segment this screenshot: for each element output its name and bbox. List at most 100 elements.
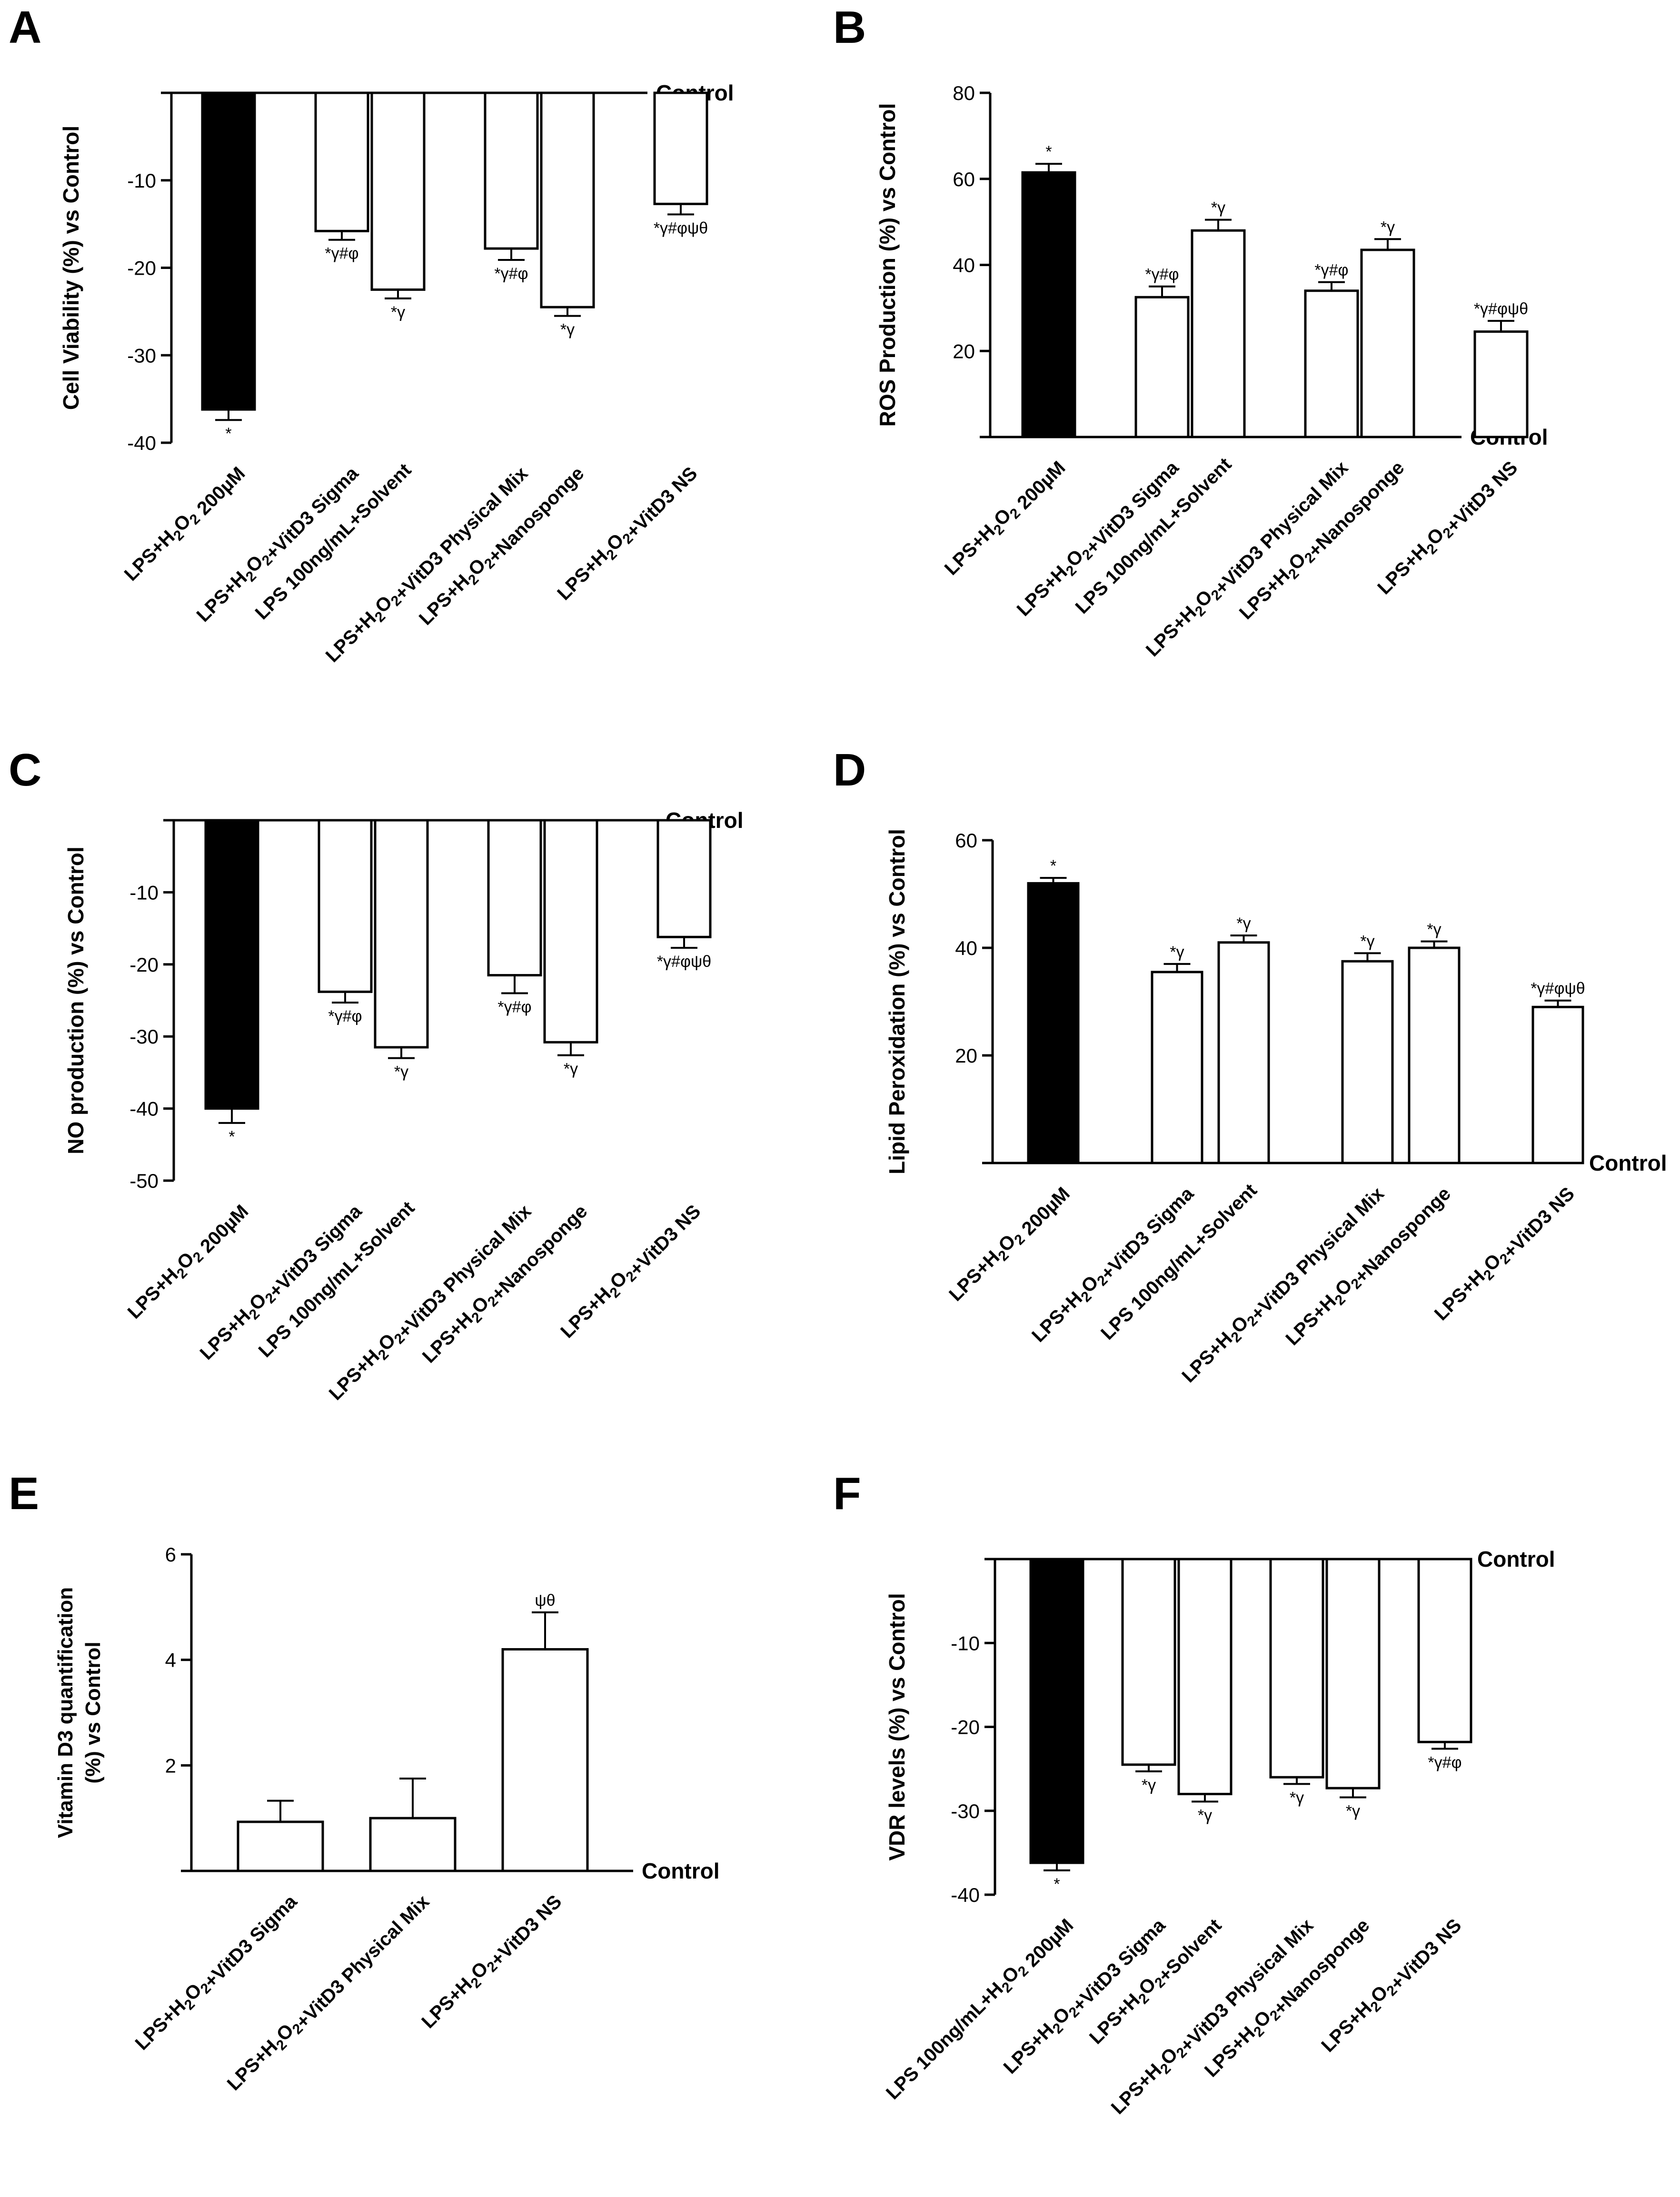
bar: [1325, 1558, 1381, 1789]
y-tick-label: -40: [951, 1884, 980, 1906]
significance-label: *γ: [1142, 1776, 1156, 1794]
y-tick-label: -30: [129, 1025, 159, 1048]
significance-label: *γ: [394, 1063, 408, 1081]
significance-label: *: [1045, 143, 1052, 161]
y-axis-label: Cell Viability (%) vs Control: [59, 126, 83, 410]
bar: [540, 91, 595, 308]
y-tick-label: -10: [951, 1632, 980, 1654]
bar: [653, 91, 708, 205]
panel-letter: F: [833, 1468, 861, 1519]
bar: [237, 1820, 324, 1872]
y-tick-label: 6: [165, 1543, 176, 1566]
bar: [1217, 941, 1270, 1164]
y-tick-label: 40: [953, 254, 975, 277]
significance-label: *: [1054, 1875, 1060, 1893]
y-tick-label: -20: [129, 954, 159, 976]
y-tick-label: -20: [127, 257, 156, 279]
bar: [1177, 1558, 1233, 1795]
y-tick-label: 20: [953, 340, 975, 362]
y-axis-label: VDR levels (%) vs Control: [885, 1593, 909, 1860]
y-tick-label: 4: [165, 1649, 176, 1671]
bar: [1408, 946, 1461, 1164]
y-tick-label: 40: [955, 937, 977, 959]
significance-label: *γ#φ: [1145, 266, 1179, 284]
significance-label: ψθ: [535, 1591, 555, 1610]
y-tick-label: -40: [129, 1098, 159, 1120]
bar: [1151, 971, 1203, 1164]
bar: [543, 819, 598, 1044]
y-tick-label: 20: [955, 1044, 977, 1067]
significance-label: *γ#φ: [1428, 1753, 1461, 1771]
bar: [1417, 1558, 1472, 1743]
y-tick-label: -30: [127, 344, 156, 367]
bar: [484, 91, 539, 250]
y-tick-label: 2: [165, 1754, 176, 1777]
significance-label: *γ#φ: [497, 998, 531, 1016]
significance-label: *γ#φψθ: [1474, 300, 1528, 318]
bar: [1191, 229, 1246, 438]
control-label: Control: [1477, 1547, 1555, 1571]
significance-label: *γ#φψθ: [654, 219, 708, 237]
bar: [1029, 1558, 1084, 1864]
y-tick-label: -50: [129, 1170, 159, 1192]
bar: [1021, 171, 1076, 438]
significance-label: *: [229, 1128, 235, 1146]
bar: [501, 1648, 589, 1872]
significance-label: *γ: [1427, 920, 1441, 938]
bar: [370, 91, 426, 291]
bar: [1341, 960, 1394, 1164]
y-axis-label: Vitamin D3 quantification: [54, 1587, 77, 1838]
y-tick-label: -10: [129, 881, 159, 904]
panel-letter: B: [833, 2, 866, 53]
significance-label: *γ#φψθ: [657, 953, 711, 971]
panel-letter: E: [9, 1468, 39, 1519]
y-tick-label: -30: [951, 1800, 980, 1822]
significance-label: *: [225, 425, 231, 443]
y-axis-label: Lipid Peroxidation (%) vs Control: [885, 829, 909, 1174]
bar: [318, 819, 373, 993]
bar: [314, 91, 369, 232]
significance-label: *γ: [1198, 1806, 1212, 1824]
significance-label: *γ: [391, 303, 405, 321]
y-axis-label: (%) vs Control: [81, 1641, 105, 1783]
panel-letter: A: [9, 2, 41, 53]
significance-label: *γ: [1381, 218, 1395, 236]
bar: [1304, 289, 1359, 438]
panel-letter: D: [833, 745, 866, 795]
y-tick-label: 60: [955, 829, 977, 852]
significance-label: *γ: [1211, 199, 1225, 217]
significance-label: *γ#φψθ: [1531, 980, 1585, 998]
significance-label: *γ: [1360, 932, 1374, 950]
panel-letter: C: [9, 745, 41, 795]
y-tick-label: -10: [127, 169, 156, 192]
bar: [1121, 1558, 1176, 1766]
significance-label: *γ#φ: [325, 245, 358, 263]
y-tick-label: 60: [953, 168, 975, 190]
bar: [487, 819, 542, 977]
y-axis-label: ROS Production (%) vs Control: [875, 103, 900, 427]
bar: [1269, 1558, 1324, 1779]
bar: [1531, 1005, 1584, 1164]
significance-label: *γ: [1290, 1789, 1304, 1807]
significance-label: *γ: [564, 1060, 578, 1078]
significance-label: *γ: [1236, 915, 1251, 933]
significance-label: *γ#φ: [1314, 261, 1348, 279]
significance-label: *γ: [1346, 1802, 1360, 1820]
bar: [369, 1817, 457, 1872]
bar: [1360, 249, 1415, 438]
bar: [656, 819, 712, 938]
significance-label: *: [1050, 857, 1056, 875]
bar: [204, 819, 259, 1110]
control-label: Control: [642, 1859, 720, 1883]
significance-label: *γ#φ: [494, 265, 528, 283]
y-axis-label: NO production (%) vs Control: [63, 846, 88, 1154]
y-tick-label: -40: [127, 432, 156, 454]
y-tick-label: -20: [951, 1716, 980, 1739]
bar: [1027, 882, 1080, 1164]
significance-label: *γ: [560, 321, 575, 339]
bar: [1473, 330, 1529, 438]
bar: [1134, 296, 1190, 438]
significance-label: *γ#φ: [328, 1007, 362, 1025]
control-label: Control: [1589, 1151, 1667, 1175]
